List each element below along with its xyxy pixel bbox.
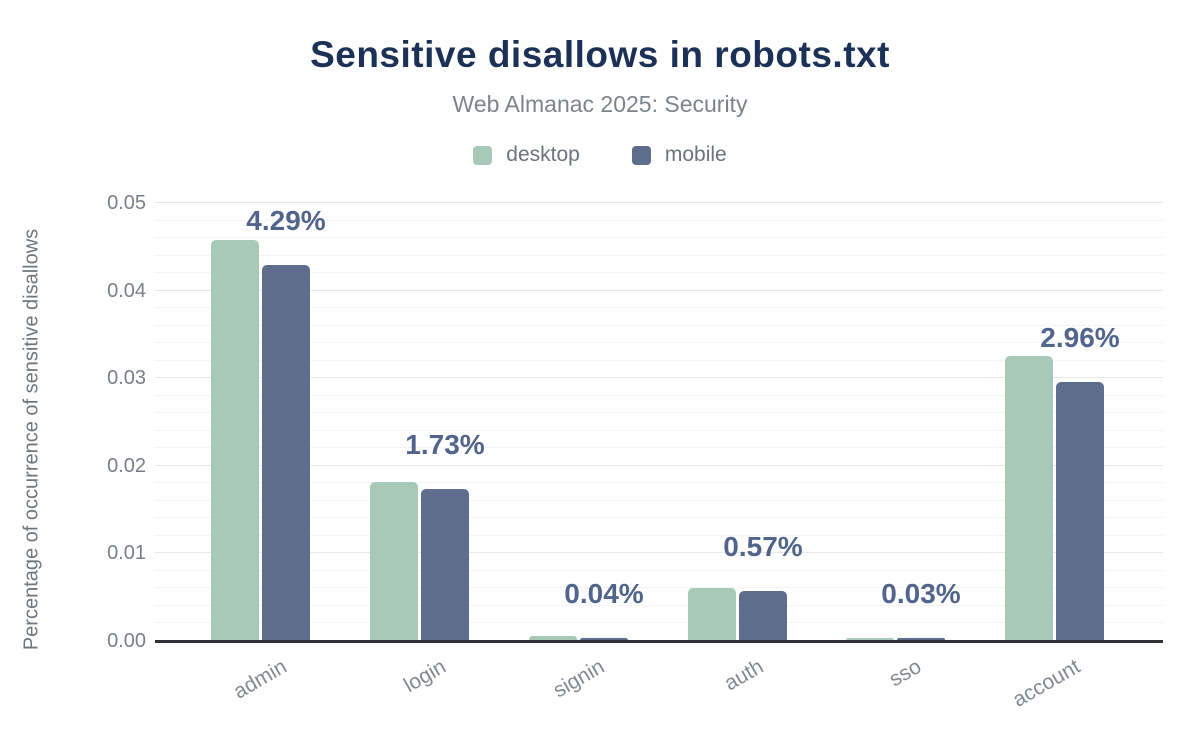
x-category-label-signin: signin (549, 655, 609, 703)
legend-item-desktop[interactable]: desktop (473, 143, 580, 167)
data-label-signin: 0.04% (564, 577, 644, 609)
minor-gridline (155, 394, 1163, 396)
y-tick-label: 0.02 (107, 454, 146, 477)
minor-gridline (155, 412, 1163, 414)
legend-item-mobile[interactable]: mobile (631, 143, 727, 167)
minor-gridline (155, 482, 1163, 484)
minor-gridline (155, 307, 1163, 309)
major-gridline (155, 289, 1163, 291)
mobile-bar-admin[interactable] (262, 265, 310, 641)
desktop-bar-sso[interactable] (846, 637, 894, 641)
legend-label-desktop: desktop (506, 143, 580, 166)
minor-gridline (155, 429, 1163, 431)
mobile-bar-auth[interactable] (739, 591, 787, 641)
chart-subtitle: Web Almanac 2025: Security (452, 91, 748, 117)
minor-gridline (155, 254, 1163, 256)
bar-group-admin: 4.29% admin (211, 203, 326, 704)
y-tick-label: 0.03 (107, 367, 146, 390)
minor-gridline (155, 622, 1163, 624)
minor-gridline (155, 534, 1163, 536)
minor-gridline (155, 447, 1163, 449)
x-category-label-auth: auth (720, 655, 768, 696)
minor-gridline (155, 359, 1163, 361)
legend: desktop mobile (0, 143, 1200, 167)
minor-gridline (155, 517, 1163, 519)
minor-gridline (155, 219, 1163, 221)
minor-gridline (155, 342, 1163, 344)
x-category-label-login: login (399, 655, 450, 698)
minor-gridline (155, 237, 1163, 239)
data-label-sso: 0.03% (881, 578, 961, 610)
x-category-label-admin: admin (229, 655, 291, 704)
x-category-label-sso: sso (885, 655, 926, 692)
bar-group-signin: 0.04% signin (529, 203, 644, 702)
y-axis-title: Percentage of occurrence of sensitive di… (20, 228, 43, 651)
desktop-bar-account[interactable] (1005, 356, 1053, 641)
major-gridline (155, 464, 1163, 466)
y-tick-label: 0.04 (107, 279, 146, 302)
bar-group-account: 2.96% account (1005, 203, 1120, 712)
minor-gridline (155, 604, 1163, 606)
mobile-bar-login[interactable] (421, 489, 469, 641)
data-label-auth: 0.57% (723, 531, 803, 563)
desktop-bar-signin[interactable] (529, 635, 577, 641)
desktop-swatch-icon (473, 145, 493, 165)
y-tick-label: 0.05 (107, 192, 146, 214)
legend-label-mobile: mobile (664, 143, 727, 166)
mobile-bar-sso[interactable] (897, 638, 945, 641)
major-gridline (155, 377, 1163, 379)
chart-title: Sensitive disallows in robots.txt (310, 34, 890, 75)
x-category-label-account: account (1009, 655, 1085, 712)
plot-area: 4.29% admin 1.73% login 0.04% signin 0.57% auth… (155, 202, 1163, 712)
bar-group-auth: 0.57% auth (688, 203, 803, 695)
minor-gridline (155, 324, 1163, 326)
data-label-admin: 4.29% (246, 205, 326, 237)
mobile-bar-signin[interactable] (580, 637, 628, 641)
desktop-bar-login[interactable] (370, 481, 418, 641)
y-tick-label: 0.01 (107, 542, 146, 565)
minor-gridline (155, 272, 1163, 274)
data-label-account: 2.96% (1040, 321, 1120, 353)
x-axis-line (155, 640, 1163, 643)
bar-group-login: 1.73% login (370, 203, 485, 697)
major-gridline (155, 552, 1163, 554)
major-gridline (155, 202, 1163, 203)
bar-group-sso: 0.03% sso (846, 203, 961, 691)
mobile-swatch-icon (631, 145, 651, 165)
y-axis-ticks: 0.00 0.01 0.02 0.03 0.04 0.05 (88, 193, 146, 651)
y-tick-label: 0.00 (107, 630, 146, 652)
minor-gridline (155, 499, 1163, 501)
data-label-login: 1.73% (405, 429, 485, 461)
desktop-bar-admin[interactable] (211, 239, 259, 641)
desktop-bar-auth[interactable] (688, 588, 736, 641)
mobile-bar-account[interactable] (1056, 381, 1104, 641)
minor-gridline (155, 587, 1163, 589)
minor-gridline (155, 569, 1163, 571)
